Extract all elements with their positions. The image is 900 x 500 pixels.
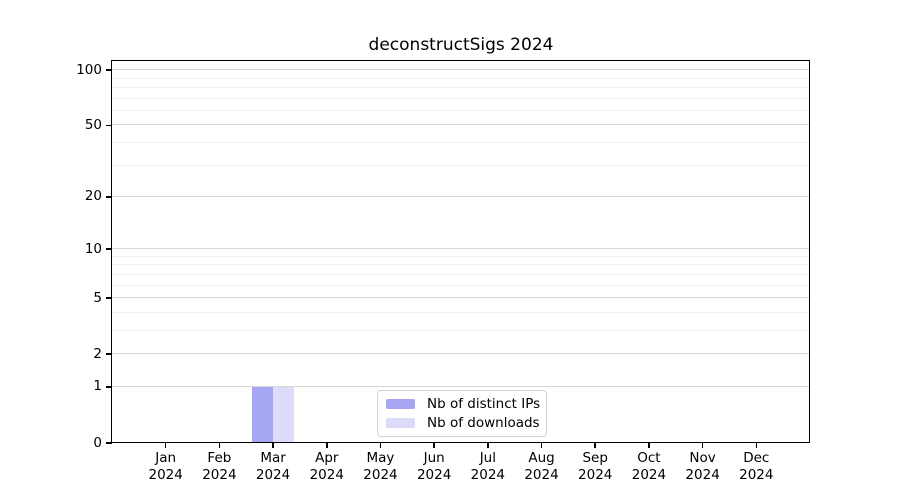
x-tick-month: Feb xyxy=(207,450,232,466)
y-tick-label: 10 xyxy=(84,240,102,257)
x-tick-month: Nov xyxy=(689,450,716,466)
y-tick-label: 100 xyxy=(76,61,102,78)
x-tick-label: Dec 2024 xyxy=(716,450,796,484)
y-tick-mark xyxy=(106,297,112,299)
x-tick-mark xyxy=(272,443,274,448)
x-tick-mark xyxy=(594,443,596,448)
major-gridline xyxy=(112,196,810,197)
x-tick-year: 2024 xyxy=(255,467,291,483)
x-tick-label: Sep 2024 xyxy=(555,450,635,484)
y-tick-label: 5 xyxy=(93,289,102,306)
x-tick-mark xyxy=(218,443,221,448)
x-tick-label: Oct 2024 xyxy=(609,450,689,484)
x-tick-label: Feb 2024 xyxy=(179,450,259,484)
chart-title: deconstructSigs 2024 xyxy=(368,35,554,55)
x-tick-label: Aug 2024 xyxy=(502,450,582,484)
major-gridline xyxy=(112,124,810,126)
major-gridline xyxy=(112,353,810,355)
major-gridline xyxy=(112,297,810,299)
legend-row: Nb of downloads xyxy=(386,414,546,433)
bar-nb-of-distinct-ips xyxy=(252,387,274,443)
x-tick-label: Jan 2024 xyxy=(126,450,206,484)
x-tick-mark xyxy=(326,443,328,448)
x-tick-year: 2024 xyxy=(363,467,398,483)
minor-gridline xyxy=(112,97,810,99)
y-tick-label: 1 xyxy=(93,378,102,395)
x-tick-year: 2024 xyxy=(739,467,774,483)
x-tick-year: 2024 xyxy=(202,467,237,483)
minor-gridline xyxy=(112,264,810,266)
x-tick-month: Dec xyxy=(743,450,770,466)
x-tick-month: Jul xyxy=(479,450,496,466)
x-tick-label: May 2024 xyxy=(340,450,420,484)
x-tick-month: Aug xyxy=(528,450,555,466)
x-tick-mark xyxy=(487,443,489,448)
x-tick-month: Apr xyxy=(315,450,339,466)
plot-area xyxy=(112,61,810,443)
y-tick-label: 0 xyxy=(93,434,102,451)
y-tick-mark xyxy=(106,386,112,388)
y-tick-mark xyxy=(106,196,112,198)
minor-gridline xyxy=(112,164,810,166)
y-tick-mark xyxy=(106,69,112,71)
x-tick-mark xyxy=(164,443,167,448)
x-tick-year: 2024 xyxy=(685,467,720,483)
x-tick-year: 2024 xyxy=(470,467,506,483)
minor-gridline xyxy=(112,255,810,257)
y-tick-label: 20 xyxy=(84,188,102,205)
x-tick-year: 2024 xyxy=(416,467,452,483)
x-tick-year: 2024 xyxy=(524,467,559,483)
x-tick-year: 2024 xyxy=(631,467,667,483)
x-tick-month: Sep xyxy=(582,450,608,466)
y-tick-mark xyxy=(106,248,112,250)
x-tick-mark xyxy=(433,443,435,448)
minor-gridline xyxy=(112,109,810,111)
major-gridline xyxy=(112,69,810,71)
x-tick-year: 2024 xyxy=(309,467,344,483)
y-tick-mark xyxy=(106,353,112,355)
bar-nb-of-downloads xyxy=(273,387,295,443)
minor-gridline xyxy=(112,86,810,88)
x-tick-month: May xyxy=(366,450,395,466)
x-tick-mark xyxy=(379,443,382,448)
x-tick-label: Nov 2024 xyxy=(663,450,743,484)
x-tick-label: Jun 2024 xyxy=(394,450,474,484)
x-tick-mark xyxy=(540,443,543,448)
y-tick-mark xyxy=(106,124,112,127)
legend-label: Nb of downloads xyxy=(427,415,540,431)
x-tick-year: 2024 xyxy=(578,467,613,483)
x-tick-mark xyxy=(701,443,704,448)
x-tick-month: Oct xyxy=(637,450,661,466)
x-tick-month: Jan xyxy=(155,450,177,466)
x-tick-label: Jul 2024 xyxy=(448,450,528,484)
x-tick-month: Mar xyxy=(260,450,286,466)
legend: Nb of distinct IPs Nb of downloads xyxy=(377,390,547,437)
minor-gridline xyxy=(112,329,810,331)
x-tick-label: Mar 2024 xyxy=(233,450,313,484)
y-tick-label: 50 xyxy=(84,116,102,133)
minor-gridline xyxy=(112,77,810,79)
major-gridline xyxy=(112,386,810,387)
legend-label: Nb of distinct IPs xyxy=(427,396,541,412)
legend-row: Nb of distinct IPs xyxy=(386,395,546,414)
x-tick-label: Apr 2024 xyxy=(287,450,367,484)
y-tick-mark xyxy=(106,442,112,444)
y-tick-label: 2 xyxy=(93,345,102,362)
major-gridline xyxy=(112,248,810,250)
minor-gridline xyxy=(112,273,810,275)
minor-gridline xyxy=(112,311,810,313)
x-tick-month: Jun xyxy=(423,450,445,466)
legend-swatch-icon xyxy=(386,399,415,409)
minor-gridline xyxy=(112,141,810,143)
x-tick-mark xyxy=(755,443,758,448)
legend-swatch-icon xyxy=(386,418,415,428)
x-tick-mark xyxy=(648,443,650,448)
x-tick-year: 2024 xyxy=(148,467,183,483)
minor-gridline xyxy=(112,284,810,286)
